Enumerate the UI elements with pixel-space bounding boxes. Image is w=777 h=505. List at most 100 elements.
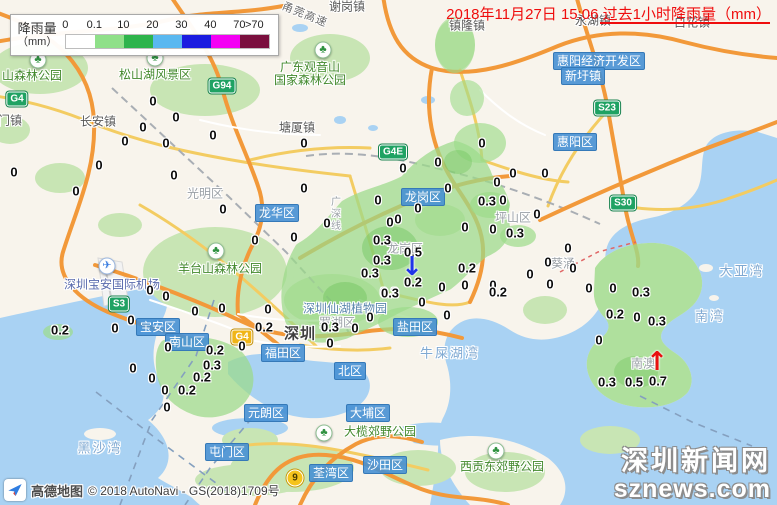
rain-value-label: 0 <box>300 180 308 196</box>
district-badge: 元朗区 <box>243 404 289 422</box>
rainfall-legend: 降雨量 （mm） 0 0.1 10 20 30 40 70 >70 <box>10 14 279 56</box>
town-label: 永湖镇 <box>574 13 612 28</box>
rain-value-label: 0 <box>162 288 170 304</box>
legend-color-cell <box>153 35 183 48</box>
faint-district-label: 坪山区 <box>494 210 532 225</box>
road-shield: G94 <box>208 78 236 94</box>
road-shield: S30 <box>610 195 636 211</box>
rain-value-label: 0 <box>374 192 382 208</box>
rain-value-label: 0 <box>251 232 259 248</box>
water-label: 黑沙湾 <box>77 440 123 456</box>
legend-tick: 40 <box>204 19 217 31</box>
rain-value-label: 0 <box>418 294 426 310</box>
rain-value-label: 0 <box>595 332 603 348</box>
rain-value-label: 0 <box>162 135 170 151</box>
park-label: 广东观音山 国家森林公园 <box>273 60 347 87</box>
rain-value-label: 0 <box>290 229 298 245</box>
rain-value-label: 0 <box>541 165 549 181</box>
map-attribution: 高德地图 © 2018 AutoNavi - GS(2018)1709号 <box>4 479 280 501</box>
rain-value-label: 0 <box>399 160 407 176</box>
road-shield: S3 <box>108 296 130 312</box>
faint-district-label: 龙岗区 <box>386 241 424 256</box>
legend-color-cell <box>211 35 241 48</box>
rain-value-label: 0 <box>461 277 469 293</box>
copyright-label: © 2018 AutoNavi - GS(2018)1709号 <box>88 483 280 498</box>
railway-name-label: 广深线 <box>328 196 340 232</box>
legend-title: 降雨量 <box>17 20 57 36</box>
district-badge: 沙田区 <box>362 456 408 474</box>
rain-value-label: 0 <box>148 370 156 386</box>
rain-value-label: 0 <box>438 279 446 295</box>
rain-value-label: 0 <box>386 214 394 230</box>
town-label: 塘厦镇 <box>278 120 316 135</box>
airport-label: 深圳宝安国际机场 <box>63 277 161 292</box>
rain-value-label: 0 <box>461 219 469 235</box>
road-shield: G4 <box>6 91 28 107</box>
rain-value-label: 0 <box>585 280 593 296</box>
rain-value-label: 0 <box>569 260 577 276</box>
rain-value-label: 0 <box>564 240 572 256</box>
district-badge: 北区 <box>333 362 367 380</box>
rain-value-label: 0 <box>351 320 359 336</box>
rain-value-label: 0.3 <box>202 357 222 373</box>
rain-value-label: 0.3 <box>372 252 392 268</box>
rain-value-label: 0.7 <box>648 373 668 389</box>
district-badge: 盐田区 <box>392 318 438 336</box>
faint-district-label: 南澳 <box>630 356 656 371</box>
rain-value-label: 0.2 <box>403 274 423 290</box>
rain-value-label: 0.5 <box>624 374 644 390</box>
rain-value-label: 0 <box>121 133 129 149</box>
rain-value-label: 0.3 <box>631 284 651 300</box>
road-name-label: 甬莞高速 <box>280 0 330 30</box>
rain-value-label: 0 <box>129 360 137 376</box>
legend-tick: 10 <box>117 19 130 31</box>
rain-value-label: 0 <box>149 93 157 109</box>
maritime-boundaries <box>95 299 753 505</box>
rain-value-label: 0 <box>264 301 272 317</box>
legend-tick: 0.1 <box>86 19 102 31</box>
legend-color-cell <box>124 35 154 48</box>
legend-tick: 0 <box>62 19 69 31</box>
rain-value-label: 0.2 <box>177 382 197 398</box>
park-label: 西贡东郊野公园 <box>459 459 545 474</box>
district-badge: 龙华区 <box>254 204 300 222</box>
rain-value-label: 0 <box>526 266 534 282</box>
rain-value-label: 0 <box>10 164 18 180</box>
legend-title-block: 降雨量 （mm） <box>17 21 57 50</box>
rain-value-label: 0.3 <box>505 225 525 241</box>
rain-value-label: 0 <box>546 276 554 292</box>
watermark-site-name: 深圳新闻网 <box>621 445 771 476</box>
rain-value-label: 0 <box>394 211 402 227</box>
rainfall-overlay <box>43 17 703 418</box>
district-badge: 大埔区 <box>345 404 391 422</box>
rain-value-label: 0 <box>146 282 154 298</box>
rain-value-label: 0 <box>444 180 452 196</box>
rain-value-label: 0.3 <box>380 285 400 301</box>
timestamp-overlay: 2018年11月27日 15:06 过去1小时降雨量（mm） <box>446 6 771 23</box>
rain-value-label: 0 <box>544 254 552 270</box>
rain-value-label: 0.2 <box>192 369 212 385</box>
rain-value-label: 0 <box>489 221 497 237</box>
rain-value-label: 0 <box>434 154 442 170</box>
rain-value-label: 0 <box>163 399 171 415</box>
rain-value-label: 0 <box>219 201 227 217</box>
rain-value-label: 0 <box>218 300 226 316</box>
rain-value-label: 0.2 <box>254 319 274 335</box>
faint-district-label: 罗湖区 <box>318 315 356 330</box>
rain-value-label: 0 <box>509 165 517 181</box>
amap-brand-label: 高德地图 <box>31 483 84 499</box>
city-boundary <box>559 241 637 273</box>
rain-value-label: 0.3 <box>647 313 667 329</box>
rain-value-label: 0 <box>191 303 199 319</box>
legend-tick: 70 <box>233 19 246 31</box>
rain-value-label: 0.2 <box>50 322 70 338</box>
rain-value-label: 0 <box>366 309 374 325</box>
rain-value-label: 0.3 <box>477 193 497 209</box>
district-badge: 惠阳经济开发区 <box>552 52 646 70</box>
district-badge: 惠阳区 <box>552 133 598 151</box>
rain-value-label: 0 <box>323 215 331 231</box>
legend-tick: 30 <box>175 19 188 31</box>
road-shield: G4E <box>378 144 408 160</box>
